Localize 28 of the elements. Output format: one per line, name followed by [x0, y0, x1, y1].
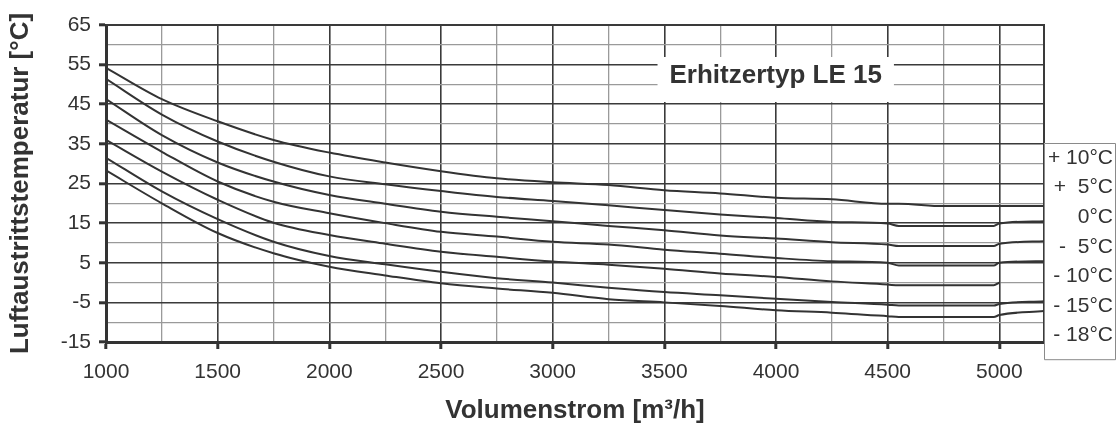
series-label: - 18°C [1053, 322, 1113, 346]
text: Erhitzertyp LE 15 [669, 59, 882, 90]
series-label: - 15°C [1053, 292, 1113, 316]
x-tick-label: 2500 [417, 359, 465, 383]
text: - 10°C [1053, 263, 1113, 287]
series-label: + 5°C [1053, 174, 1113, 198]
x-tick-label: 2000 [305, 359, 353, 383]
x-tick-label: 4000 [752, 359, 800, 383]
x-axis-title: Volumenstrom [m³/h] [445, 393, 705, 424]
y-tick-label: 25 [67, 170, 91, 194]
series-label: + 10°C [1047, 144, 1113, 168]
y-tick-label: 35 [67, 130, 91, 154]
series-label: - 5°C [1059, 233, 1113, 257]
y-tick-label: 45 [67, 91, 91, 115]
x-tick-label: 3500 [640, 359, 688, 383]
x-tick-label: 1000 [82, 359, 130, 383]
x-tick-label: 1500 [194, 359, 242, 383]
y-tick-label: -5 [72, 289, 91, 313]
y-tick-label: -15 [60, 328, 91, 352]
x-tick-label: 5000 [975, 359, 1023, 383]
x-tick-label: 3000 [529, 359, 577, 383]
y-tick-label: 15 [67, 209, 91, 233]
series-label: 0°C [1077, 204, 1113, 227]
y-tick-label: 55 [67, 51, 91, 75]
y-tick-label: 65 [67, 11, 91, 35]
y-axis-title: Luftaustrittstemperatur [°C] [3, 12, 34, 355]
y-tick-label: 5 [79, 249, 91, 273]
x-tick-label: 4500 [864, 359, 912, 383]
